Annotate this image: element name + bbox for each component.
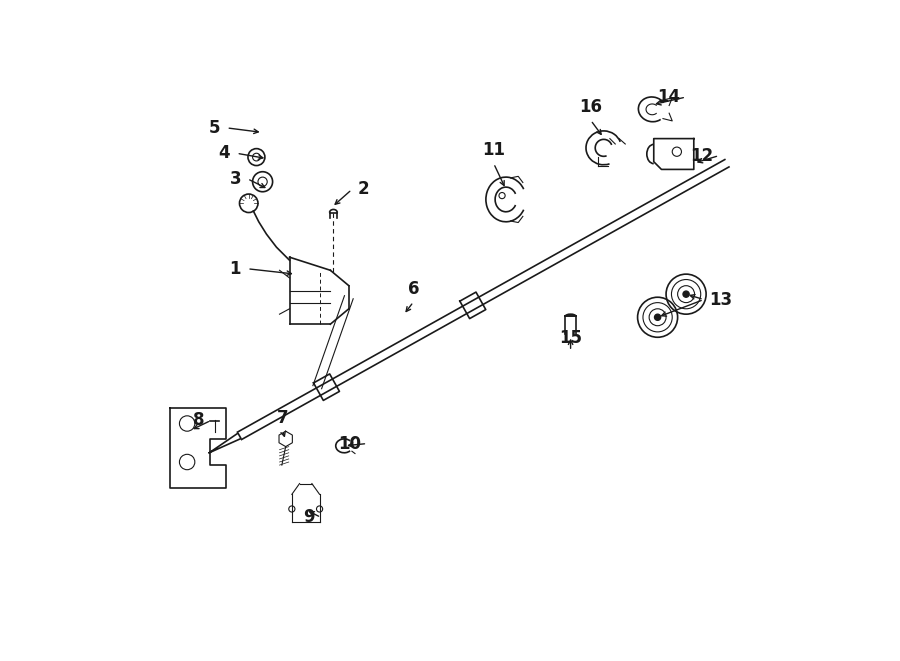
Text: 2: 2	[358, 180, 370, 198]
Text: 13: 13	[709, 291, 733, 309]
Text: 10: 10	[338, 434, 361, 453]
Circle shape	[683, 291, 689, 297]
Text: 11: 11	[482, 141, 505, 159]
Text: 15: 15	[559, 329, 582, 347]
Text: 4: 4	[219, 144, 230, 162]
Text: 1: 1	[230, 260, 241, 278]
Text: 12: 12	[690, 147, 713, 165]
Circle shape	[654, 314, 661, 321]
Text: 9: 9	[303, 508, 315, 526]
Text: 8: 8	[194, 411, 205, 430]
Text: 3: 3	[230, 170, 241, 188]
Text: 6: 6	[408, 280, 419, 298]
Text: 5: 5	[209, 119, 220, 137]
Text: 7: 7	[277, 408, 288, 426]
Text: 16: 16	[579, 98, 602, 116]
Text: 14: 14	[657, 88, 680, 106]
